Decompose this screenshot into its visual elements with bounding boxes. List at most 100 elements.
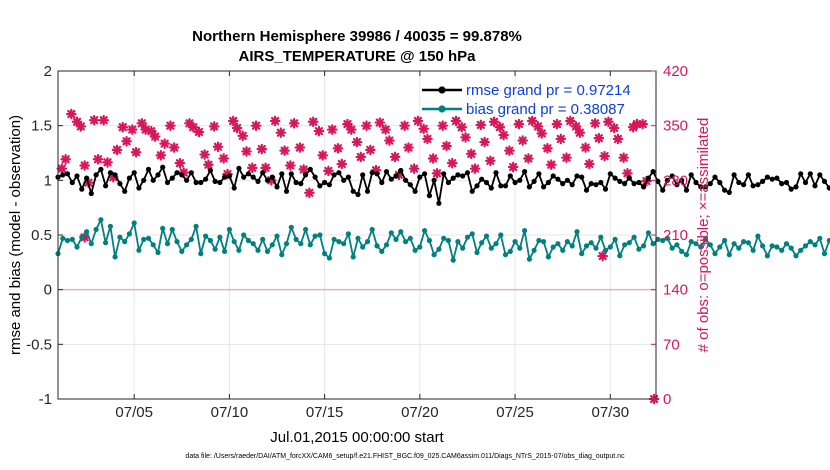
rmse-data-point: [726, 189, 732, 195]
bias-data-point: [469, 231, 475, 237]
legend-rmse-label: rmse grand pr = 0.97214: [466, 82, 631, 99]
rmse-data-point: [455, 172, 461, 178]
bias-data-point: [250, 241, 256, 247]
asterisk-stroke: [448, 159, 457, 168]
asterisk-stroke: [390, 152, 400, 162]
rmse-data-point: [602, 186, 609, 192]
rmse-data-point: [155, 172, 161, 178]
asterisk-stroke: [533, 122, 543, 131]
bias-data-point: [693, 241, 699, 247]
y-left-tick-label: 0: [44, 282, 52, 299]
rmse-data-point: [131, 170, 137, 176]
rmse-data-point: [774, 175, 780, 181]
rmse-data-point: [488, 185, 494, 191]
asterisk-stroke: [314, 127, 324, 136]
rmse-data-point: [74, 173, 80, 179]
bias-data-point: [245, 237, 251, 244]
bias-data-point: [231, 239, 237, 245]
asterisk-stroke: [219, 154, 228, 163]
rmse-data-point: [312, 174, 318, 180]
asterisk-stroke: [509, 162, 518, 172]
obs-assimilated-point: [317, 150, 329, 161]
obs-assimilated-point: [365, 144, 376, 156]
asterisk-stroke: [200, 150, 209, 159]
obs-assimilated-point: [446, 157, 458, 169]
bias-data-point: [174, 239, 180, 245]
bias-data-point: [126, 231, 132, 237]
asterisk-stroke: [170, 143, 179, 152]
bias-data-point: [707, 242, 713, 248]
asterisk-stroke: [594, 134, 603, 143]
rmse-data-point: [626, 175, 632, 181]
rmse-data-point: [807, 171, 813, 177]
rmse-data-point: [64, 171, 71, 177]
asterisk-stroke: [67, 109, 76, 119]
obs-assimilated-point: [92, 153, 104, 165]
bias-data-point: [598, 234, 604, 240]
rmse-data-point: [555, 176, 561, 182]
bias-data-point: [217, 234, 223, 240]
rmse-data-point: [431, 177, 437, 183]
obs-assimilated-point: [380, 124, 391, 135]
rmse-data-point: [660, 187, 666, 193]
chart-title: Northern Hemisphere 39986 / 40035 = 99.8…: [192, 28, 522, 45]
obs-assimilated-point: [536, 128, 548, 139]
bias-data-point: [488, 245, 494, 251]
bias-data-point: [507, 248, 513, 254]
obs-assimilated-point: [275, 127, 287, 138]
asterisk-stroke: [423, 134, 432, 144]
legend: rmse grand pr = 0.97214 bias grand pr = …: [422, 82, 631, 118]
asterisk-stroke: [72, 117, 82, 126]
y-left-tick-label: 0.5: [31, 227, 52, 244]
obs-assimilated-point: [504, 145, 515, 156]
obs-assimilated-point: [130, 146, 142, 158]
rmse-data-point: [450, 175, 456, 181]
bias-data-point: [326, 255, 332, 261]
rmse-data-point: [217, 179, 223, 186]
bias-data-point: [103, 240, 109, 246]
bias-data-point: [483, 233, 490, 239]
rmse-data-point: [98, 166, 104, 172]
rmse-data-point: [669, 173, 675, 179]
rmse-data-point: [145, 166, 152, 172]
asterisk-stroke: [352, 137, 362, 147]
asterisk-stroke: [248, 163, 257, 172]
asterisk-stroke: [238, 131, 247, 140]
bias-data-point: [807, 239, 813, 245]
bias-data-point: [84, 229, 90, 235]
rmse-data-point: [717, 179, 723, 186]
rmse-data-point: [279, 171, 285, 177]
asterisk-stroke: [461, 133, 470, 142]
rmse-data-point: [441, 171, 447, 177]
asterisk-stroke: [347, 125, 356, 134]
rmse-data-point: [307, 166, 313, 172]
asterisk-stroke: [194, 127, 204, 137]
rmse-data-point: [693, 179, 699, 186]
rmse-data-point: [474, 183, 480, 189]
bias-data-point: [622, 242, 628, 248]
obs-assimilated-point: [422, 133, 433, 145]
y-axis-right-label: # of obs: o=possible; ×=assimilated: [695, 118, 712, 353]
asterisk-stroke: [581, 143, 590, 152]
obs-assimilated-point: [345, 124, 357, 135]
obs-assimilated-point: [361, 120, 372, 131]
bias-data-point: [526, 256, 533, 262]
bias-data-point: [369, 226, 375, 233]
bias-data-point: [441, 235, 447, 241]
asterisk-stroke: [103, 158, 112, 167]
rmse-data-point: [564, 177, 571, 183]
obs-assimilated-point: [117, 121, 129, 133]
rmse-data-point: [383, 169, 390, 175]
rmse-data-point: [526, 184, 533, 190]
obs-assimilated-point: [165, 120, 176, 131]
data-file-footnote: data file: /Users/raeder/DAI/ATM_forcXX/…: [185, 453, 625, 460]
rmse-data-point: [393, 173, 399, 179]
bias-data-point: [660, 237, 666, 244]
asterisk-stroke: [93, 155, 103, 164]
asterisk-stroke: [619, 153, 628, 162]
obs-assimilated-point: [323, 165, 334, 177]
bias-data-point: [426, 237, 432, 244]
bias-data-point: [383, 242, 390, 248]
obs-assimilated-point: [374, 117, 386, 128]
